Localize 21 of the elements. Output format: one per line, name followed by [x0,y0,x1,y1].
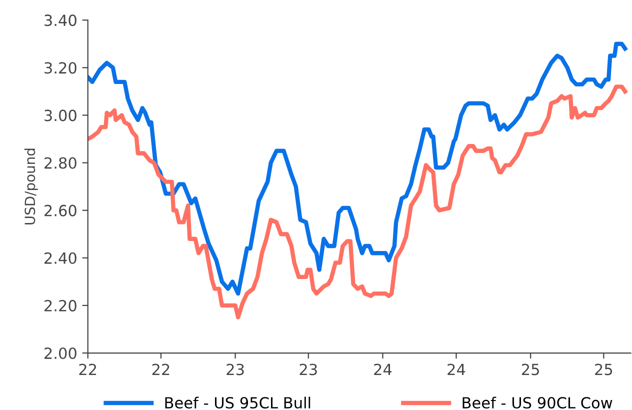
x-tick-label: 23 [226,364,244,376]
y-tick-label: 2.80 [44,157,76,169]
legend-label: Beef - US 95CL Bull [165,396,310,409]
x-tick-label: 22 [79,364,96,376]
line-series [88,84,628,320]
y-tick-label: 3.00 [44,110,76,122]
y-tick-label: 2.20 [44,300,76,312]
x-tick-label: 23 [300,364,317,376]
x-tick-label: 25 [595,364,612,376]
y-tick-label: 2.40 [44,252,76,264]
y-tick-label: 3.40 [44,14,76,26]
x-tick-label: 24 [448,364,466,376]
x-tick-label: 25 [522,364,539,376]
x-tick-label: 22 [152,364,170,376]
y-tick-label: 2.00 [44,347,76,360]
legend-label: Beef - US 90CL Cow [462,396,612,409]
x-tick-label: 24 [374,364,392,376]
y-axis-title: USD/pound [24,148,38,224]
line-series [88,42,628,296]
y-tick-label: 2.60 [44,204,76,216]
y-tick-label: 3.20 [44,62,76,74]
